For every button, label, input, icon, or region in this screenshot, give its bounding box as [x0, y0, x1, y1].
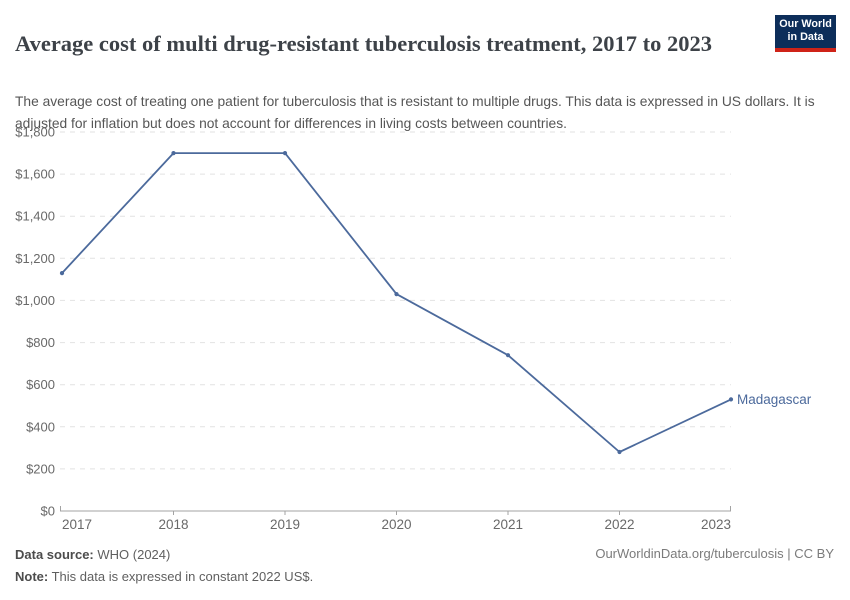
data-point-2017[interactable] — [59, 271, 65, 276]
y-tick-label: $1,800 — [15, 125, 55, 140]
x-tick-label: 2021 — [493, 517, 523, 532]
x-tick-label: 2018 — [158, 517, 188, 532]
y-tick-label: $400 — [26, 419, 55, 434]
data-point-2020[interactable] — [394, 292, 399, 297]
y-tick-label: $0 — [41, 504, 55, 519]
x-tick-label: 2017 — [62, 517, 92, 532]
series-end-label[interactable]: Madagascar — [737, 392, 812, 407]
series-line-madagascar[interactable] — [61, 152, 732, 453]
data-source-line: Data source: WHO (2024) — [15, 544, 313, 566]
x-tick-label: 2020 — [381, 517, 411, 532]
owid-logo-line2: in Data — [787, 31, 824, 43]
data-point-2018[interactable] — [171, 151, 176, 156]
owid-logo[interactable]: Our World in Data — [775, 15, 836, 52]
chart-subtitle: The average cost of treating one patient… — [15, 93, 815, 131]
y-tick-label: $1,000 — [15, 293, 55, 308]
footer-notes: Data source: WHO (2024) Note: This data … — [15, 544, 313, 587]
x-tick-label: 2023 — [701, 517, 731, 532]
y-tick-label: $1,400 — [15, 209, 55, 224]
x-tick-label: 2022 — [604, 517, 634, 532]
y-tick-label: $1,600 — [15, 167, 55, 182]
chart-title: Average cost of multi drug-resistant tub… — [15, 31, 712, 57]
y-tick-label: $1,200 — [15, 251, 55, 266]
data-point-2023[interactable] — [728, 397, 734, 402]
data-point-2022[interactable] — [617, 449, 622, 455]
note-line: Note: This data is expressed in constant… — [15, 566, 313, 588]
data-point-2021[interactable] — [505, 353, 511, 358]
data-point-2019[interactable] — [282, 151, 288, 156]
credit-link[interactable]: OurWorldinData.org/tuberculosis | CC BY — [595, 546, 834, 561]
data-source-label: Data source: — [15, 547, 94, 562]
owid-logo-line1: Our World — [779, 18, 832, 30]
x-tick-label: 2019 — [270, 517, 300, 532]
note-value: This data is expressed in constant 2022 … — [51, 568, 314, 584]
y-tick-label: $800 — [26, 335, 55, 350]
y-tick-label: $200 — [26, 461, 55, 476]
data-source-value: WHO (2024) — [97, 547, 171, 562]
y-tick-label: $600 — [26, 377, 55, 392]
note-label: Note: — [15, 568, 49, 584]
